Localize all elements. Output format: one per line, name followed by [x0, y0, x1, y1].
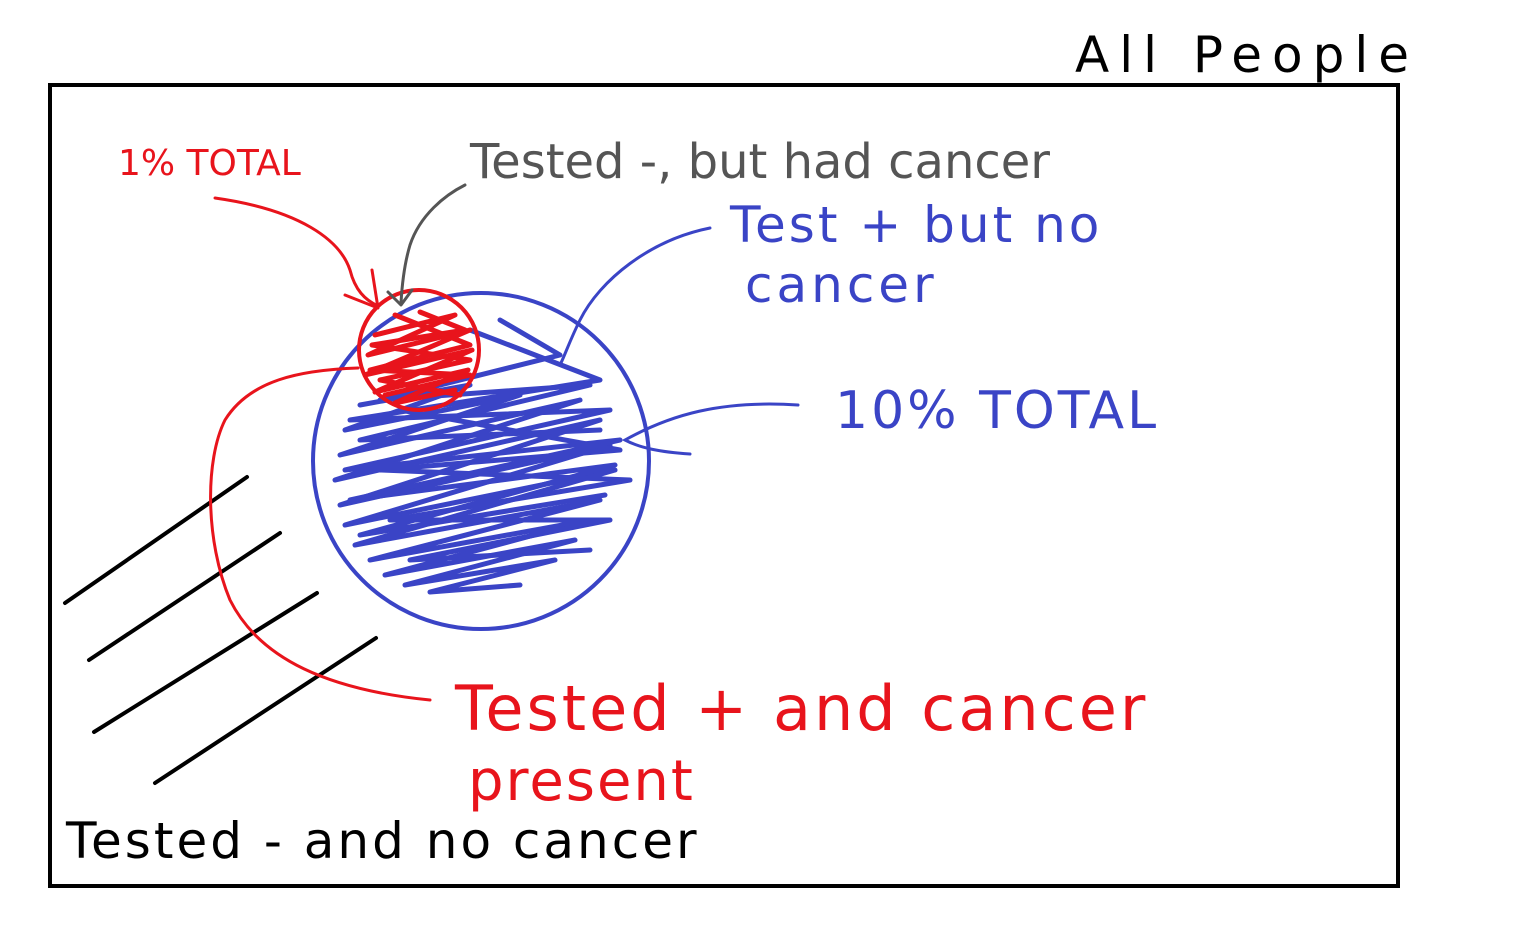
test-positive-no-cancer-label-line2: cancer: [745, 256, 938, 314]
blue-annotation-leader: [558, 226, 712, 367]
all-people-frame: [48, 83, 1400, 888]
cancer-circle: [357, 288, 481, 412]
blue-percent-leader: [621, 402, 800, 456]
gray-annotation-arrow: [399, 183, 467, 305]
tested-negative-no-cancer-label: Tested - and no cancer: [65, 812, 700, 870]
red-percent-label: 1% TOTAL: [118, 143, 301, 184]
red-annotation-leader: [209, 366, 432, 702]
tested-positive-cancer-label-line2: present: [468, 749, 695, 814]
tested-positive-cancer-label-line1: Tested + and cancer: [454, 672, 1148, 745]
all-people-title: All People: [1075, 26, 1419, 84]
red-percent-arrowhead: [343, 268, 380, 310]
test-positive-scribble: [332, 317, 633, 595]
test-positive-circle: [311, 291, 651, 631]
blue-percent-label: 10% TOTAL: [835, 381, 1159, 441]
gray-annotation-arrowhead: [386, 288, 414, 307]
test-positive-no-cancer-label-line1: Test + but no: [729, 196, 1102, 254]
cancer-scribble: [362, 309, 475, 406]
tested-negative-had-cancer-label: Tested -, but had cancer: [469, 134, 1050, 190]
tested-negative-hatching: [63, 475, 378, 785]
red-percent-arrow: [213, 196, 380, 308]
